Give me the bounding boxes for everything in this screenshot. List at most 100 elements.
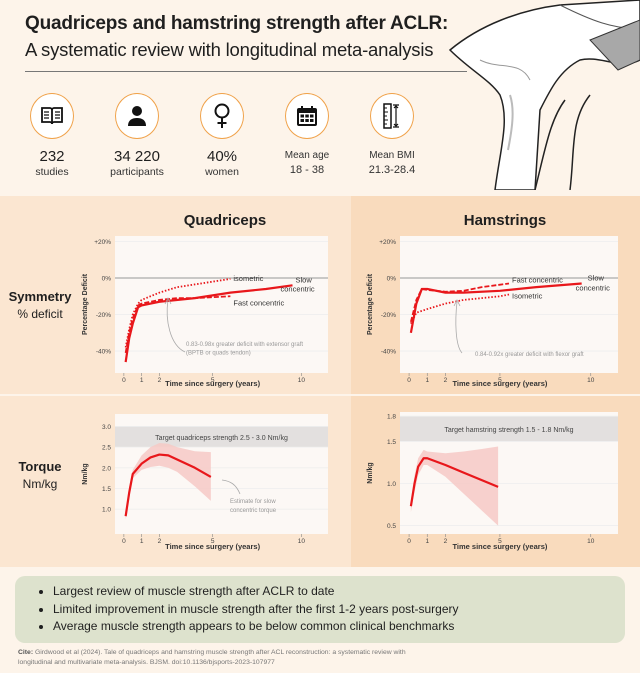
x-axis-label: Time since surgery (years)	[452, 379, 547, 388]
finding-item: Largest review of muscle strength after …	[53, 583, 625, 601]
row-divider	[0, 394, 640, 396]
y-axis-label: Percentage Deficit	[367, 273, 374, 335]
x-tick-label: 5	[498, 538, 502, 545]
row-label-symmetry: Symmetry % deficit	[0, 288, 80, 323]
x-axis-label: Time since surgery (years)	[165, 379, 260, 388]
y-tick-label: 3.0	[102, 424, 111, 431]
series-line-slow-concentric	[124, 284, 293, 363]
x-tick-label: 2	[444, 538, 448, 545]
series-label: concentric	[281, 284, 315, 293]
annotation-arrow	[166, 299, 186, 353]
stat-value: 40%	[206, 148, 238, 165]
x-tick-label: 0	[122, 377, 126, 384]
stat-studies: 232 studies	[10, 93, 94, 179]
y-tick-label: 0%	[102, 276, 112, 283]
y-tick-label: 1.5	[387, 439, 396, 446]
column-title-quadriceps: Quadriceps	[183, 212, 267, 229]
stat-age: Mean age 18 - 38	[265, 93, 349, 178]
x-axis-label: Time since surgery (years)	[452, 542, 547, 551]
x-tick-label: 10	[298, 377, 306, 384]
x-tick-label: 0	[122, 538, 126, 545]
x-tick-label: 10	[587, 538, 595, 545]
y-tick-label: 2.0	[102, 465, 111, 472]
series-label: Isometric	[512, 291, 543, 300]
stat-label: studies	[35, 166, 69, 178]
annotation-text: concentric torque	[230, 508, 277, 514]
series-line-isometric	[124, 278, 231, 348]
arrowhead	[453, 299, 461, 307]
y-tick-label: 1.8	[387, 414, 396, 421]
x-tick-label: 1	[425, 377, 429, 384]
series-label: Slow	[588, 273, 605, 282]
y-tick-label: -20%	[96, 312, 111, 319]
row-subtitle: % deficit	[17, 307, 63, 321]
row-title: Symmetry	[8, 289, 72, 304]
confidence-ribbon	[125, 442, 211, 520]
annotation-text: 0.84-0.92x greater deficit with flexor g…	[475, 352, 584, 358]
x-tick-label: 10	[587, 377, 595, 384]
y-axis-label: Percentage Deficit	[82, 273, 89, 335]
series-line-estimate	[409, 457, 499, 507]
y-tick-label: 1.0	[387, 481, 396, 488]
arrowhead	[164, 297, 172, 305]
x-tick-label: 10	[298, 538, 306, 545]
x-tick-label: 2	[444, 377, 448, 384]
target-band-label: Target quadriceps strength 2.5 - 3.0 Nm/…	[155, 435, 288, 442]
stat-label: Mean age	[284, 150, 330, 161]
y-axis-label: Nm/kg	[82, 463, 89, 484]
column-title-hamstrings: Hamstrings	[463, 212, 547, 229]
stat-label: Mean BMI	[369, 150, 415, 161]
row-title: Torque	[18, 459, 62, 474]
x-tick-label: 5	[211, 538, 215, 545]
stat-value: 21.3-28.4	[368, 164, 416, 176]
x-axis-label: Time since surgery (years)	[165, 542, 260, 551]
stat-bmi: Mean BMI 21.3-28.4	[350, 93, 434, 178]
person-icon	[115, 93, 159, 139]
stat-label: women	[205, 166, 239, 178]
target-band	[400, 416, 618, 442]
x-tick-label: 5	[498, 377, 502, 384]
key-findings-box: Largest review of muscle strength after …	[15, 576, 625, 643]
title-divider	[25, 71, 467, 72]
x-tick-label: 2	[158, 377, 162, 384]
confidence-ribbon	[410, 446, 499, 526]
row-label-torque: Torque Nm/kg	[0, 458, 80, 493]
x-tick-label: 5	[211, 377, 215, 384]
book-icon	[30, 93, 74, 139]
stat-value: 232	[39, 148, 65, 165]
plot-background	[400, 236, 618, 373]
annotation-text: 0.83-0.98x greater deficit with extensor…	[186, 342, 303, 348]
series-label: concentric	[576, 283, 610, 292]
title-line-1: Quadriceps and hamstring strength after …	[25, 13, 449, 34]
stat-participants: 34 220 participants	[95, 93, 179, 179]
stat-label: participants	[110, 166, 164, 178]
annotation-arrow	[455, 301, 463, 354]
finding-item: Limited improvement in muscle strength a…	[53, 601, 625, 619]
title-line-2: A systematic review with longitudinal me…	[25, 39, 434, 60]
y-tick-label: +20%	[379, 239, 396, 246]
annotation-text: (BPTB or quads tendon)	[186, 351, 251, 357]
y-axis-label: Nm/kg	[367, 462, 374, 483]
x-tick-label: 1	[425, 538, 429, 545]
stat-value: 34 220	[114, 148, 160, 165]
knee-illustration	[448, 0, 640, 190]
series-label: Fast concentric	[233, 298, 284, 307]
y-tick-label: 2.5	[102, 445, 111, 452]
series-line-estimate	[124, 453, 212, 517]
series-label: Slow	[296, 275, 313, 284]
row-subtitle: Nm/kg	[22, 477, 58, 491]
y-tick-label: +20%	[94, 239, 111, 246]
x-tick-label: 0	[407, 377, 411, 384]
series-label: isometric	[233, 274, 263, 283]
x-tick-label: 1	[140, 377, 144, 384]
citation-label: Cite:	[18, 649, 34, 656]
citation: Cite: Girdwood et al (2024). Tale of qua…	[18, 648, 418, 668]
target-band	[115, 426, 328, 448]
annotation-arrow	[221, 479, 241, 495]
x-tick-label: 0	[407, 538, 411, 545]
target-band-label: Target hamstring strength 1.5 - 1.8 Nm/k…	[444, 427, 573, 434]
series-label: Fast concentric	[512, 275, 563, 284]
stat-value: 18 - 38	[289, 164, 325, 176]
x-tick-label: 2	[158, 538, 162, 545]
